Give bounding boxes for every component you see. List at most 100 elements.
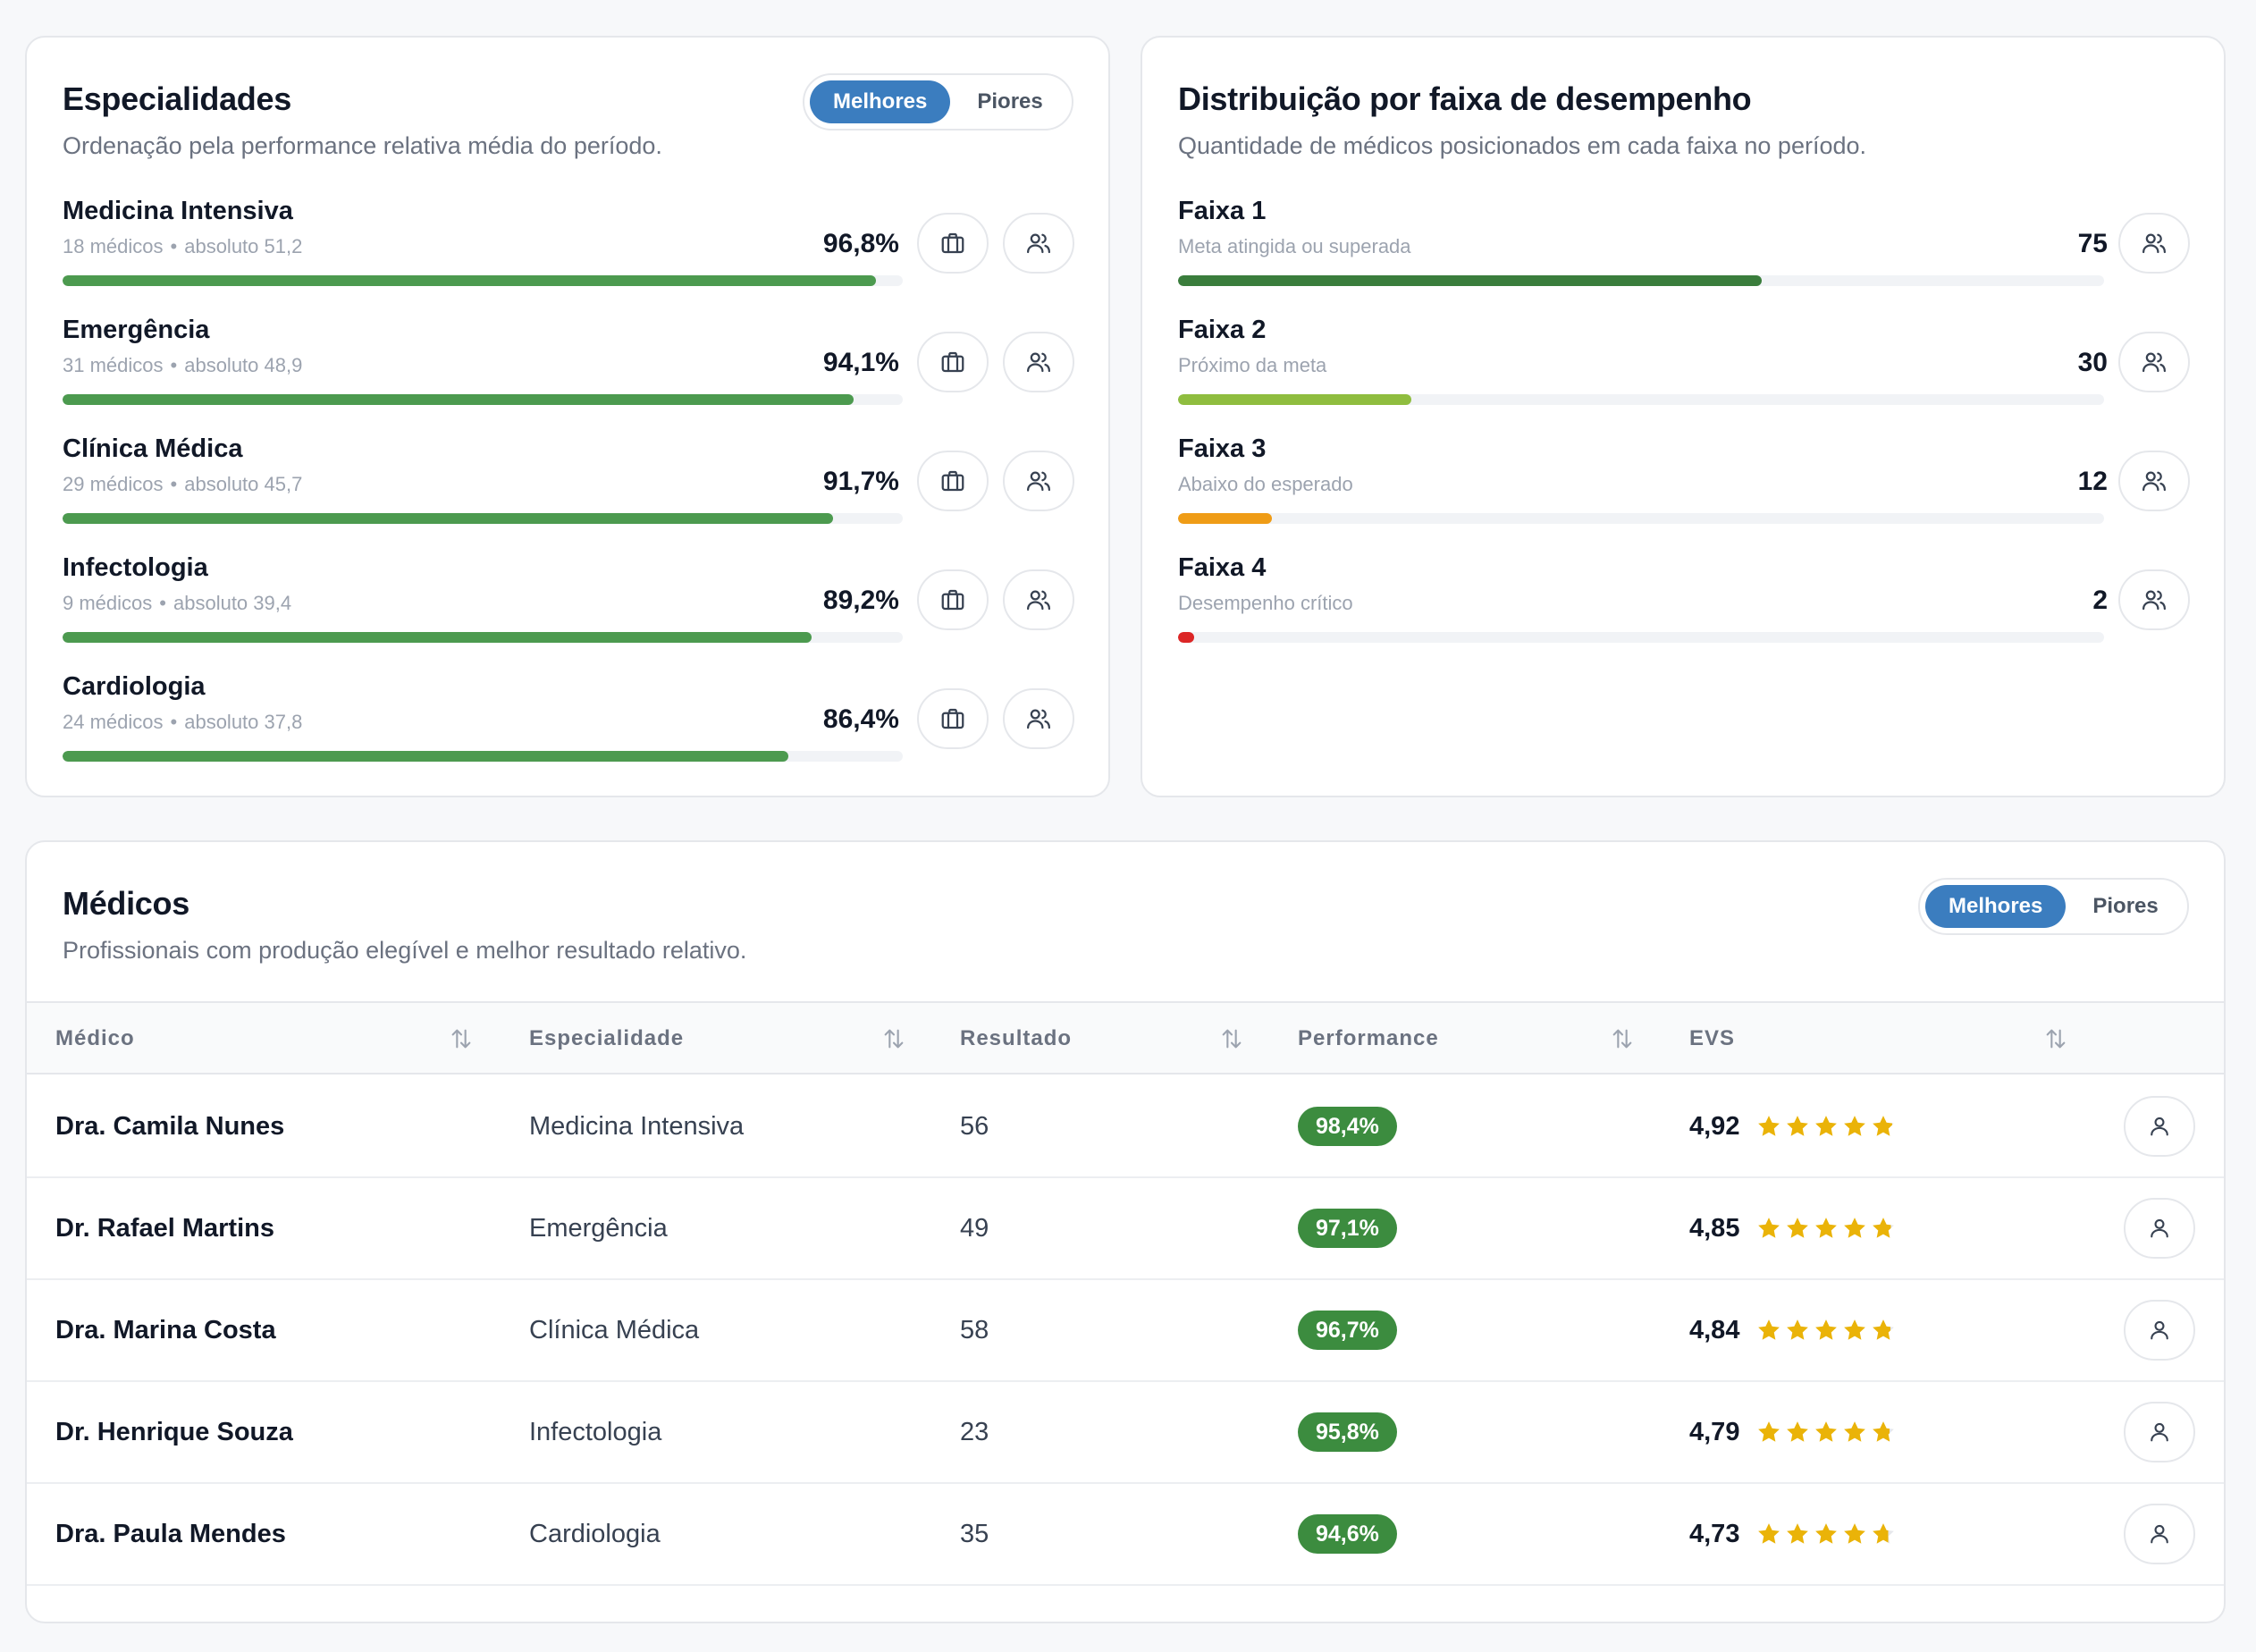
performance-badge: 97,1% bbox=[1298, 1209, 1397, 1248]
briefcase-icon bbox=[939, 468, 966, 494]
column-header[interactable]: Especialidade bbox=[529, 1026, 685, 1050]
specialty-performance: 96,8% bbox=[822, 229, 899, 258]
specialty-absolute: absoluto 51,2 bbox=[184, 235, 303, 257]
person-icon bbox=[2147, 1318, 2172, 1343]
specialty-briefcase-button[interactable] bbox=[917, 451, 989, 511]
star-icon bbox=[1870, 1113, 1897, 1140]
specialty-progress-fill bbox=[63, 513, 833, 524]
especialidades-best-button[interactable]: Melhores bbox=[810, 80, 951, 123]
specialty-users-button[interactable] bbox=[1003, 332, 1074, 392]
sort-icon[interactable] bbox=[449, 1026, 474, 1051]
doctor-name: Dr. Rafael Martins bbox=[55, 1213, 274, 1243]
specialty-briefcase-button[interactable] bbox=[917, 213, 989, 274]
band-name: Faixa 1 bbox=[1178, 197, 1267, 225]
briefcase-icon bbox=[939, 349, 966, 375]
sort-icon[interactable] bbox=[1219, 1026, 1244, 1051]
doctor-profile-button[interactable] bbox=[2124, 1096, 2195, 1157]
band-users-button[interactable] bbox=[2118, 569, 2190, 630]
specialty-users-button[interactable] bbox=[1003, 569, 1074, 630]
users-icon bbox=[1025, 468, 1052, 494]
band-users-button[interactable] bbox=[2118, 332, 2190, 392]
star-icon bbox=[1755, 1317, 1782, 1344]
band-name: Faixa 3 bbox=[1178, 434, 1267, 463]
star-icon bbox=[1841, 1521, 1868, 1547]
medicos-worst-button[interactable]: Piores bbox=[2092, 894, 2159, 918]
specialty-progress-track bbox=[63, 513, 903, 524]
medicos-best-button[interactable]: Melhores bbox=[1925, 885, 2067, 928]
specialty-doctor-count: 24 médicos bbox=[63, 711, 164, 733]
band-users-button[interactable] bbox=[2118, 451, 2190, 511]
specialty-name: Medicina Intensiva bbox=[63, 197, 293, 225]
star-icon bbox=[1755, 1215, 1782, 1242]
star-icon bbox=[1841, 1317, 1868, 1344]
doctor-evs-cell: 4,79 bbox=[1689, 1382, 1897, 1482]
users-icon bbox=[1025, 705, 1052, 732]
users-icon bbox=[2141, 586, 2168, 613]
specialty-absolute: absoluto 39,4 bbox=[173, 592, 292, 614]
doctor-performance-cell: 96,7% bbox=[1298, 1280, 1397, 1380]
star-rating bbox=[1755, 1317, 1897, 1344]
column-header[interactable]: EVS bbox=[1689, 1026, 1736, 1050]
specialty-progress-track bbox=[63, 751, 903, 762]
doctor-profile-button[interactable] bbox=[2124, 1300, 2195, 1361]
doctor-profile-button[interactable] bbox=[2124, 1198, 2195, 1259]
star-icon bbox=[1870, 1521, 1897, 1547]
specialty-name: Clínica Médica bbox=[63, 434, 243, 463]
doctor-result: 35 bbox=[960, 1519, 989, 1548]
doctor-performance-cell: 98,4% bbox=[1298, 1076, 1397, 1176]
specialty-progress-fill bbox=[63, 632, 812, 643]
band-description: Próximo da meta bbox=[1178, 354, 1327, 376]
distribuicao-card: Distribuição por faixa de desempenho Qua… bbox=[1141, 36, 2226, 797]
band-progress-fill bbox=[1178, 275, 1762, 286]
specialty-meta: 18 médicos • absoluto 51,2 bbox=[63, 235, 302, 258]
users-icon bbox=[2141, 349, 2168, 375]
evs-score: 4,79 bbox=[1689, 1417, 1740, 1446]
column-header[interactable]: Performance bbox=[1298, 1026, 1439, 1050]
performance-badge: 96,7% bbox=[1298, 1311, 1397, 1350]
doctor-specialty: Emergência bbox=[529, 1213, 668, 1243]
especialidades-card: Especialidades Ordenação pela performanc… bbox=[25, 36, 1110, 797]
meta-separator: • bbox=[170, 711, 178, 733]
specialty-progress-fill bbox=[63, 275, 876, 286]
sort-icon[interactable] bbox=[2043, 1026, 2068, 1051]
sort-icon[interactable] bbox=[881, 1026, 906, 1051]
column-header[interactable]: Resultado bbox=[960, 1026, 1073, 1050]
performance-badge: 98,4% bbox=[1298, 1107, 1397, 1146]
specialty-users-button[interactable] bbox=[1003, 451, 1074, 511]
column-header[interactable]: Médico bbox=[55, 1026, 135, 1050]
star-rating bbox=[1755, 1113, 1897, 1140]
evs-score: 4,92 bbox=[1689, 1111, 1740, 1141]
specialty-row: Cardiologia 24 médicos • absoluto 37,8 86,4% bbox=[63, 672, 1082, 780]
evs-score: 4,85 bbox=[1689, 1213, 1740, 1243]
band-count: 2 bbox=[2092, 586, 2108, 615]
doctor-profile-button[interactable] bbox=[2124, 1504, 2195, 1564]
person-icon bbox=[2147, 1521, 2172, 1547]
band-progress-track bbox=[1178, 632, 2104, 643]
specialty-briefcase-button[interactable] bbox=[917, 569, 989, 630]
specialty-users-button[interactable] bbox=[1003, 213, 1074, 274]
band-description: Meta atingida ou superada bbox=[1178, 235, 1411, 257]
specialty-briefcase-button[interactable] bbox=[917, 332, 989, 392]
doctor-result: 58 bbox=[960, 1315, 989, 1344]
especialidades-worst-button[interactable]: Piores bbox=[977, 89, 1043, 114]
band-row: Faixa 1 Meta atingida ou superada 75 bbox=[1178, 197, 2197, 304]
medicos-subtitle: Profissionais com produção elegível e me… bbox=[63, 937, 747, 964]
doctor-performance-cell: 94,6% bbox=[1298, 1484, 1397, 1584]
doctor-name: Dr. Henrique Souza bbox=[55, 1417, 293, 1446]
specialty-performance: 89,2% bbox=[822, 586, 899, 615]
sort-icon[interactable] bbox=[1610, 1026, 1635, 1051]
band-users-button[interactable] bbox=[2118, 213, 2190, 274]
table-row: Dr. Henrique Souza Infectologia 23 95,8% 4,7… bbox=[27, 1382, 2224, 1484]
doctor-specialty: Clínica Médica bbox=[529, 1315, 700, 1344]
doctor-profile-button[interactable] bbox=[2124, 1402, 2195, 1462]
specialty-briefcase-button[interactable] bbox=[917, 688, 989, 749]
specialty-users-button[interactable] bbox=[1003, 688, 1074, 749]
medicos-title: Médicos bbox=[63, 885, 189, 922]
especialidades-title: Especialidades bbox=[63, 80, 291, 117]
users-icon bbox=[1025, 586, 1052, 613]
specialty-meta: 24 médicos • absoluto 37,8 bbox=[63, 711, 302, 734]
band-count: 12 bbox=[2077, 467, 2108, 496]
meta-separator: • bbox=[170, 235, 178, 257]
doctor-evs-cell: 4,85 bbox=[1689, 1178, 1897, 1278]
specialty-absolute: absoluto 48,9 bbox=[184, 354, 303, 376]
